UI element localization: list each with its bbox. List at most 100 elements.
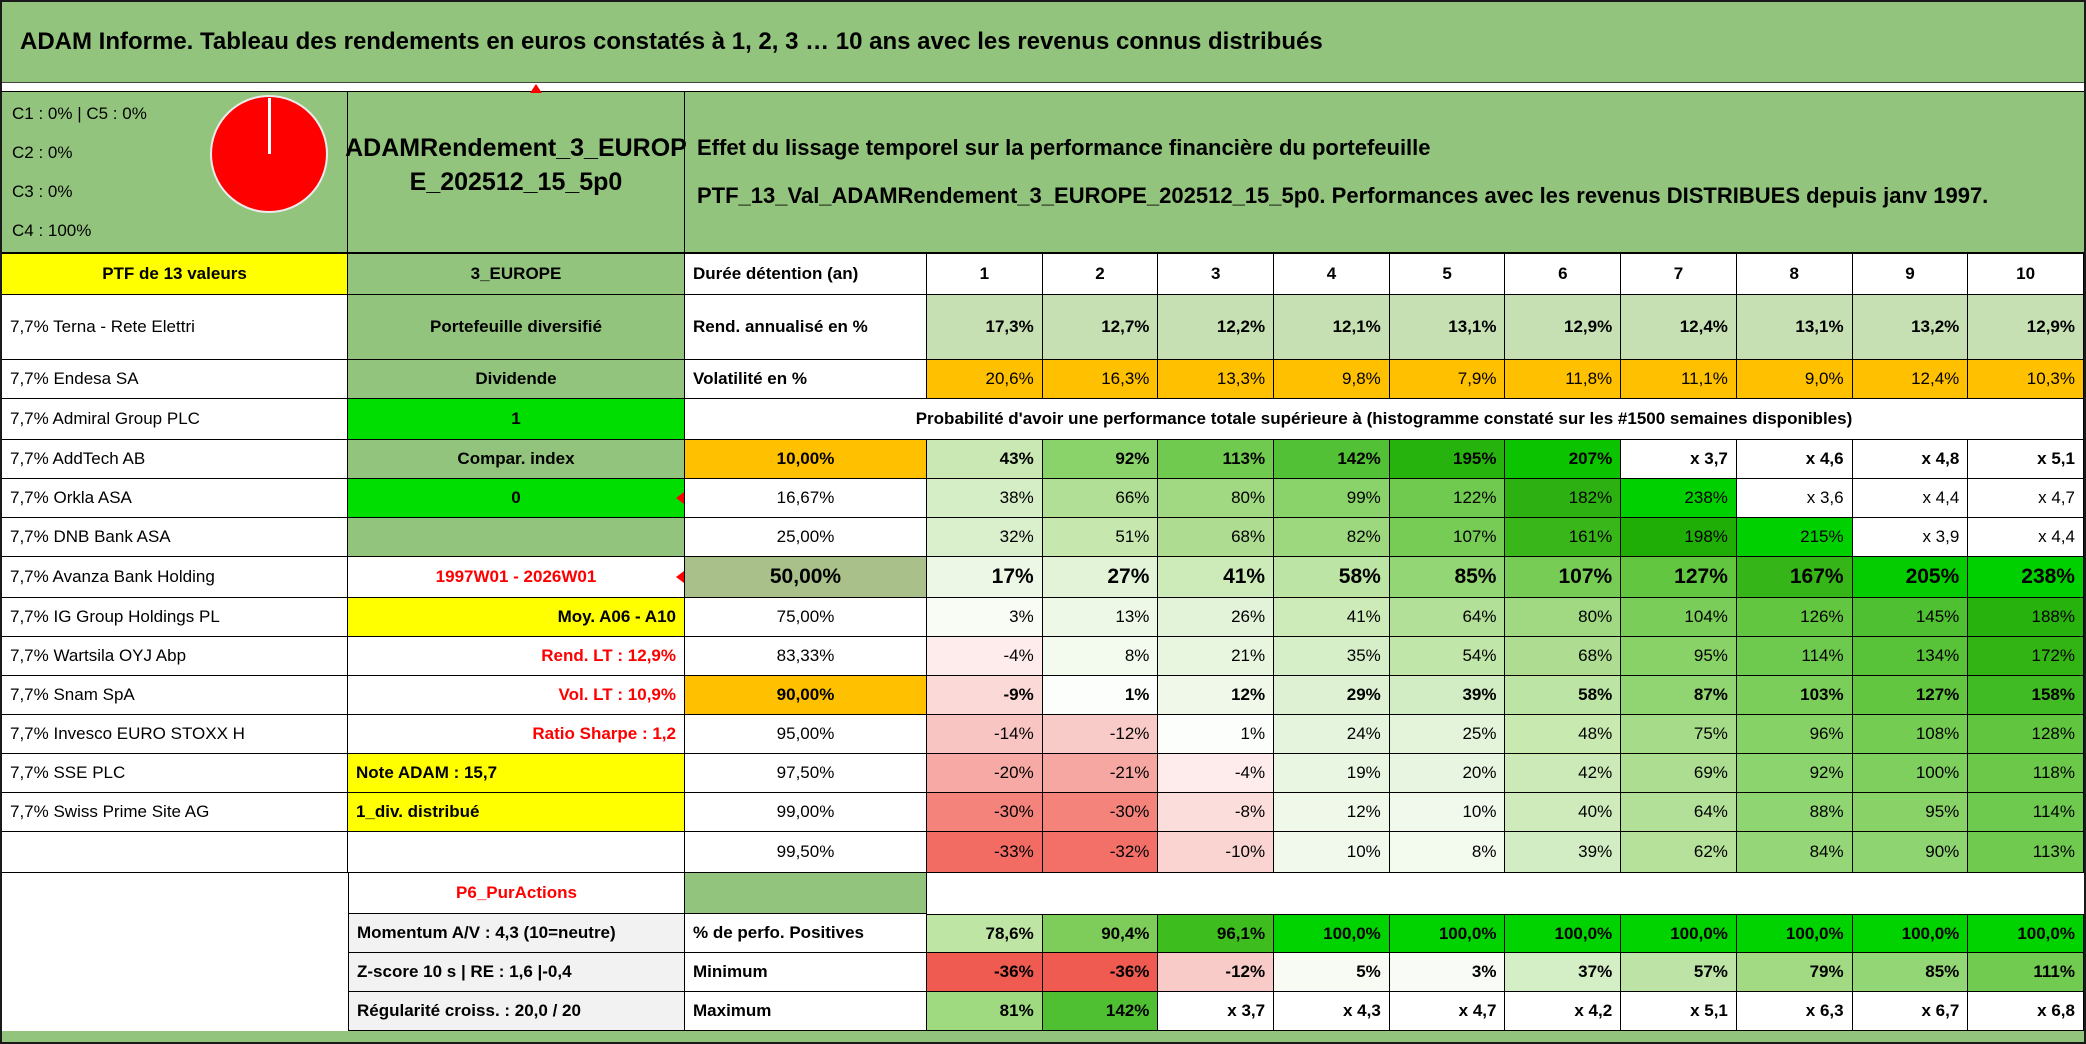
portfolio-param-cell[interactable]: Ratio Sharpe : 1,2 — [348, 715, 685, 754]
stock-name-cell[interactable] — [2, 832, 348, 873]
row-label-cell[interactable]: 83,33% — [685, 637, 927, 676]
row-label-cell[interactable]: 97,50% — [685, 754, 927, 793]
value-cell[interactable]: 12% — [1158, 676, 1275, 715]
value-cell[interactable]: 82% — [1274, 518, 1390, 557]
value-cell[interactable]: 12,4% — [1852, 360, 1969, 399]
portfolio-param-cell[interactable]: 3_EUROPE — [348, 254, 685, 295]
value-cell[interactable]: -4% — [1158, 754, 1275, 793]
value-cell[interactable]: 51% — [1042, 518, 1159, 557]
value-cell[interactable]: -9% — [927, 676, 1043, 715]
value-cell[interactable]: 12% — [1274, 793, 1390, 832]
stock-name-cell[interactable]: 7,7% AddTech AB — [2, 440, 348, 479]
allocation-c3[interactable]: C3 : 0% — [12, 181, 73, 201]
value-cell[interactable]: 122% — [1389, 479, 1506, 518]
value-cell[interactable]: 62% — [1621, 832, 1737, 873]
value-cell[interactable]: 238% — [1968, 557, 2084, 598]
value-cell[interactable]: 12,1% — [1274, 295, 1390, 360]
value-cell[interactable]: x 3,7 — [1621, 440, 1737, 479]
value-cell[interactable]: x 5,1 — [1621, 992, 1737, 1031]
value-cell[interactable]: 99% — [1274, 479, 1390, 518]
value-cell[interactable]: 85% — [1852, 953, 1969, 992]
value-cell[interactable]: x 6,8 — [1968, 992, 2084, 1031]
value-cell[interactable]: 85% — [1389, 557, 1506, 598]
value-cell[interactable]: 142% — [1274, 440, 1390, 479]
value-cell[interactable]: 48% — [1505, 715, 1622, 754]
value-cell[interactable]: 78,6% — [927, 914, 1043, 953]
row-label-cell[interactable]: Durée détention (an) — [685, 254, 927, 295]
value-cell[interactable]: 25% — [1389, 715, 1506, 754]
value-cell[interactable]: 1% — [1042, 676, 1159, 715]
value-cell[interactable]: -30% — [1042, 793, 1159, 832]
value-cell[interactable]: 114% — [1968, 793, 2084, 832]
value-cell[interactable]: x 4,7 — [1389, 992, 1506, 1031]
value-cell[interactable]: 37% — [1505, 953, 1622, 992]
value-cell[interactable]: 127% — [1621, 557, 1737, 598]
value-cell[interactable]: -8% — [1158, 793, 1275, 832]
allocation-c2[interactable]: C2 : 0% — [12, 142, 73, 162]
value-cell[interactable]: -36% — [927, 953, 1043, 992]
value-cell[interactable]: 41% — [1274, 598, 1390, 637]
value-cell[interactable]: 134% — [1852, 637, 1969, 676]
value-cell[interactable]: x 4,3 — [1274, 992, 1390, 1031]
value-cell[interactable]: 215% — [1736, 518, 1853, 557]
value-cell[interactable]: 6 — [1505, 254, 1622, 295]
value-cell[interactable]: 9,8% — [1274, 360, 1390, 399]
stock-name-cell[interactable]: 7,7% DNB Bank ASA — [2, 518, 348, 557]
stock-name-cell[interactable]: 7,7% Wartsila OYJ Abp — [2, 637, 348, 676]
value-cell[interactable]: -4% — [927, 637, 1043, 676]
row-label-cell[interactable]: 75,00% — [685, 598, 927, 637]
allocation-c1-c5[interactable]: C1 : 0% | C5 : 0% — [12, 103, 147, 123]
sheet-title[interactable]: ADAM Informe. Tableau des rendements en … — [2, 2, 2084, 83]
row-label-cell[interactable]: % de perfo. Positives — [685, 914, 927, 953]
value-cell[interactable]: 66% — [1042, 479, 1159, 518]
value-cell[interactable]: -14% — [927, 715, 1043, 754]
value-cell[interactable]: 95% — [1621, 637, 1737, 676]
value-cell[interactable]: 19% — [1274, 754, 1390, 793]
value-cell[interactable]: 75% — [1621, 715, 1737, 754]
row-label-cell[interactable]: Minimum — [685, 953, 927, 992]
stock-name-cell[interactable]: 7,7% SSE PLC — [2, 754, 348, 793]
value-cell[interactable]: 69% — [1621, 754, 1737, 793]
value-cell[interactable]: 43% — [927, 440, 1043, 479]
value-cell[interactable]: 79% — [1736, 953, 1853, 992]
value-cell[interactable]: 2 — [1042, 254, 1159, 295]
portfolio-param-cell[interactable]: Portefeuille diversifié — [348, 295, 685, 360]
value-cell[interactable]: 42% — [1505, 754, 1622, 793]
value-cell[interactable]: x 5,1 — [1968, 440, 2084, 479]
value-cell[interactable]: 20,6% — [927, 360, 1043, 399]
row-label-cell[interactable]: 99,00% — [685, 793, 927, 832]
row-label-cell[interactable]: Probabilité d'avoir une performance tota… — [685, 399, 2084, 440]
stock-name-cell[interactable]: 7,7% Orkla ASA — [2, 479, 348, 518]
value-cell[interactable]: x 3,7 — [1158, 992, 1275, 1031]
value-cell[interactable]: 54% — [1389, 637, 1506, 676]
value-cell[interactable]: 108% — [1852, 715, 1969, 754]
stock-name-cell[interactable]: PTF de 13 valeurs — [2, 254, 348, 295]
stock-name-cell[interactable]: 7,7% Swiss Prime Site AG — [2, 793, 348, 832]
value-cell[interactable]: 207% — [1505, 440, 1622, 479]
value-cell[interactable]: 96% — [1736, 715, 1853, 754]
value-cell[interactable]: 238% — [1621, 479, 1737, 518]
portfolio-param-cell[interactable]: Note ADAM : 15,7 — [348, 754, 685, 793]
value-cell[interactable]: 103% — [1736, 676, 1853, 715]
portfolio-param-cell[interactable]: Moy. A06 - A10 — [348, 598, 685, 637]
stock-name-cell[interactable] — [2, 873, 348, 914]
value-cell[interactable]: 100,0% — [1736, 914, 1853, 953]
value-cell[interactable]: 100,0% — [1274, 914, 1390, 953]
value-cell[interactable]: 100,0% — [1968, 914, 2084, 953]
value-cell[interactable]: x 3,6 — [1736, 479, 1853, 518]
value-cell[interactable]: 57% — [1621, 953, 1737, 992]
value-cell[interactable]: 27% — [1042, 557, 1159, 598]
row-label-cell[interactable]: Maximum — [685, 992, 927, 1031]
value-cell[interactable]: 12,4% — [1621, 295, 1737, 360]
value-cell[interactable]: -12% — [1158, 953, 1275, 992]
value-cell[interactable]: 80% — [1158, 479, 1275, 518]
stock-name-cell[interactable]: 7,7% Snam SpA — [2, 676, 348, 715]
row-label-cell[interactable]: Rend. annualisé en % — [685, 295, 927, 360]
value-cell[interactable]: x 4,8 — [1852, 440, 1969, 479]
value-cell[interactable]: 107% — [1389, 518, 1506, 557]
value-cell[interactable]: 126% — [1736, 598, 1853, 637]
value-cell[interactable]: 128% — [1968, 715, 2084, 754]
value-cell[interactable]: 40% — [1505, 793, 1622, 832]
value-cell[interactable]: -10% — [1158, 832, 1275, 873]
description-cell[interactable]: Effet du lissage temporel sur la perform… — [685, 92, 2084, 252]
